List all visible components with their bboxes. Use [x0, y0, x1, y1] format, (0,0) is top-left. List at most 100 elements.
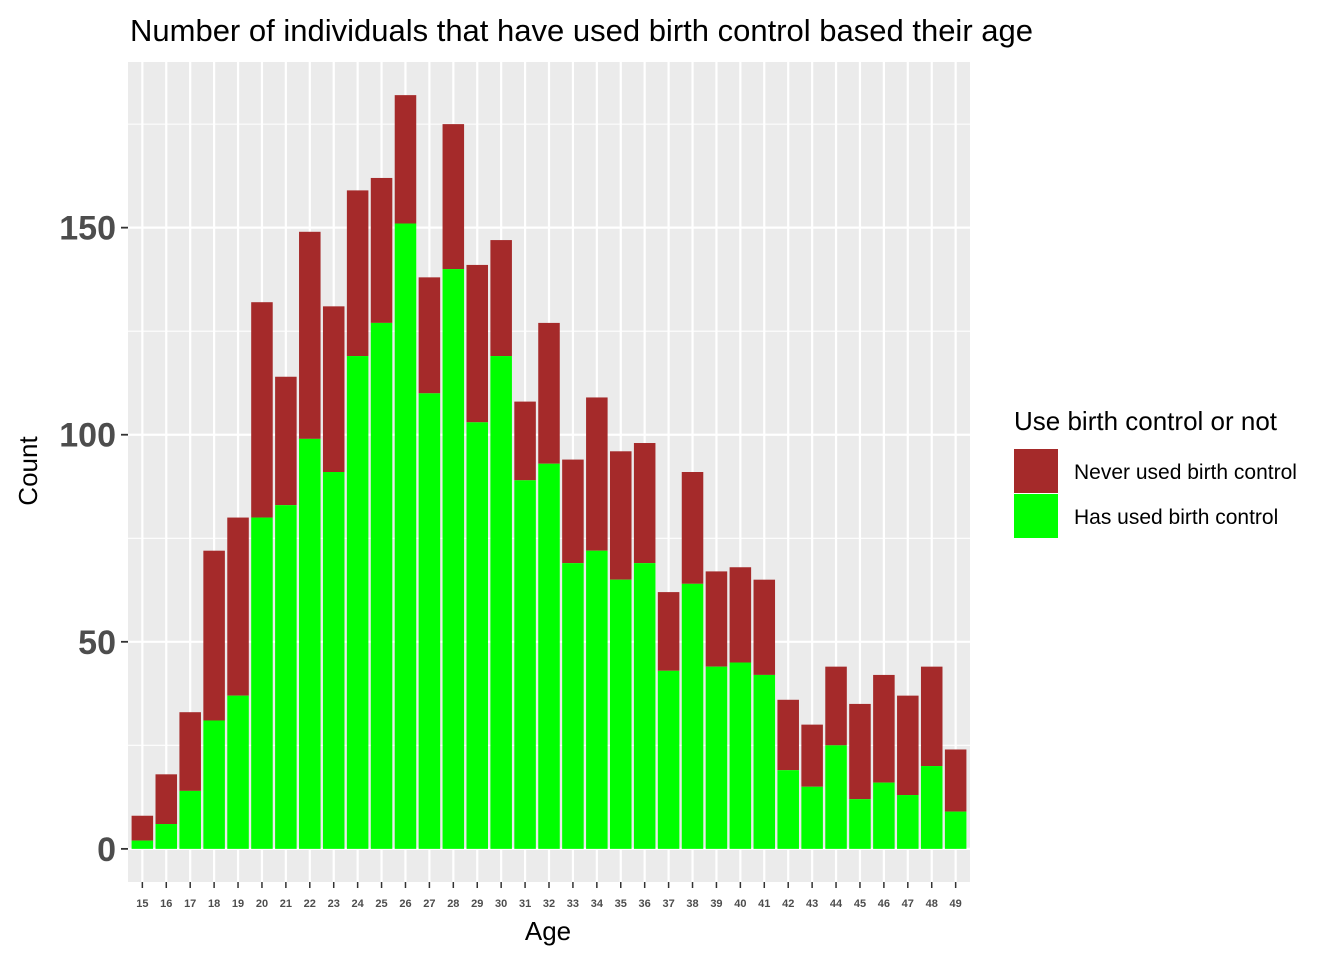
bar-never-used: [299, 231, 321, 439]
x-tick-label: 16: [160, 898, 172, 910]
bar-has-used: [155, 824, 178, 849]
bar-group-age-24: [346, 190, 369, 849]
bar-never-used: [227, 517, 249, 696]
bar-never-used: [322, 306, 345, 472]
x-tick-label: 31: [519, 898, 531, 910]
y-tick-label: 100: [59, 417, 116, 455]
bar-group-age-30: [490, 240, 512, 849]
x-tick-label: 15: [136, 898, 148, 910]
bar-has-used: [179, 790, 201, 849]
bar-has-used: [657, 670, 680, 849]
bar-has-used: [897, 795, 919, 849]
bar-group-age-16: [155, 774, 178, 849]
bar-never-used: [825, 666, 847, 746]
y-tick-label: 150: [59, 210, 116, 248]
x-tick-label: 26: [399, 898, 411, 910]
bar-never-used: [466, 264, 489, 423]
bar-group-age-18: [203, 550, 225, 849]
bar-has-used: [251, 517, 273, 849]
x-tick-label: 21: [280, 898, 292, 910]
x-axis: 15 16 17 18 19 20 21 22 23 24 25 26 27 28 29 30 31 32 33 34…: [136, 882, 962, 910]
bar-never-used: [657, 592, 680, 671]
bar-never-used: [777, 699, 799, 771]
bar-group-age-25: [370, 177, 393, 849]
bar-group-age-35: [609, 451, 632, 849]
bar-never-used: [705, 571, 728, 667]
bar-has-used: [825, 745, 847, 849]
x-tick-label: 33: [567, 898, 579, 910]
bar-group-age-31: [514, 401, 536, 849]
x-tick-label: 24: [352, 898, 365, 910]
bar-has-used: [586, 550, 608, 849]
bar-has-used: [131, 840, 154, 849]
bar-has-used: [849, 799, 871, 849]
bar-never-used: [873, 674, 895, 783]
x-tick-label: 49: [950, 898, 962, 910]
x-tick-label: 44: [830, 898, 843, 910]
bar-has-used: [466, 422, 489, 849]
bar-group-age-41: [753, 579, 776, 849]
x-tick-label: 27: [423, 898, 435, 910]
bar-group-age-20: [251, 302, 273, 849]
x-axis-title: Age: [525, 916, 571, 946]
bar-never-used: [131, 815, 154, 841]
bar-group-age-42: [777, 699, 799, 849]
x-tick-label: 29: [471, 898, 483, 910]
x-tick-label: 48: [926, 898, 938, 910]
bar-never-used: [681, 472, 704, 584]
x-tick-label: 41: [758, 898, 770, 910]
bar-never-used: [203, 550, 225, 721]
bar-has-used: [442, 269, 465, 849]
bar-has-used: [681, 583, 704, 849]
bar-never-used: [562, 459, 584, 564]
bar-has-used: [753, 674, 776, 849]
x-tick-label: 37: [662, 898, 674, 910]
bar-group-age-36: [633, 443, 656, 849]
bar-group-age-15: [131, 815, 154, 849]
bar-has-used: [801, 786, 823, 849]
bar-never-used: [490, 240, 512, 357]
bar-group-age-47: [897, 695, 919, 849]
bar-has-used: [394, 223, 417, 849]
bar-has-used: [609, 579, 632, 849]
x-tick-label: 28: [447, 898, 459, 910]
bar-never-used: [275, 376, 297, 506]
bar-never-used: [897, 695, 919, 796]
bar-has-used: [346, 356, 369, 849]
bar-never-used: [801, 724, 823, 787]
bar-group-age-28: [442, 124, 465, 849]
bar-group-age-22: [299, 231, 321, 849]
legend: Use birth control or not Never used birt…: [1014, 406, 1297, 538]
bar-group-age-44: [825, 666, 847, 849]
bar-group-age-37: [657, 592, 680, 849]
bar-has-used: [633, 563, 656, 849]
bar-group-age-21: [275, 376, 297, 849]
bar-group-age-23: [322, 306, 345, 849]
bar-never-used: [633, 443, 656, 564]
bar-never-used: [418, 277, 441, 394]
x-tick-label: 19: [232, 898, 244, 910]
bar-group-age-34: [586, 397, 608, 849]
bar-has-used: [275, 505, 297, 849]
bar-never-used: [849, 703, 871, 800]
bar-never-used: [944, 749, 967, 812]
bar-has-used: [562, 563, 584, 849]
bar-never-used: [442, 124, 465, 270]
legend-swatch: [1014, 494, 1058, 538]
bar-never-used: [394, 95, 417, 224]
bar-group-age-38: [681, 472, 704, 849]
bar-never-used: [251, 302, 273, 518]
x-tick-label: 34: [591, 898, 604, 910]
chart-title: Number of individuals that have used bir…: [130, 13, 1033, 48]
x-tick-label: 32: [543, 898, 555, 910]
legend-title: Use birth control or not: [1014, 406, 1278, 436]
bar-has-used: [538, 463, 560, 849]
bar-has-used: [203, 720, 225, 849]
y-tick-label: 50: [78, 624, 116, 662]
bar-group-age-33: [562, 459, 584, 849]
y-axis-title: Count: [13, 436, 43, 506]
bar-never-used: [370, 177, 393, 323]
bar-group-age-17: [179, 712, 201, 849]
bar-has-used: [322, 472, 345, 849]
